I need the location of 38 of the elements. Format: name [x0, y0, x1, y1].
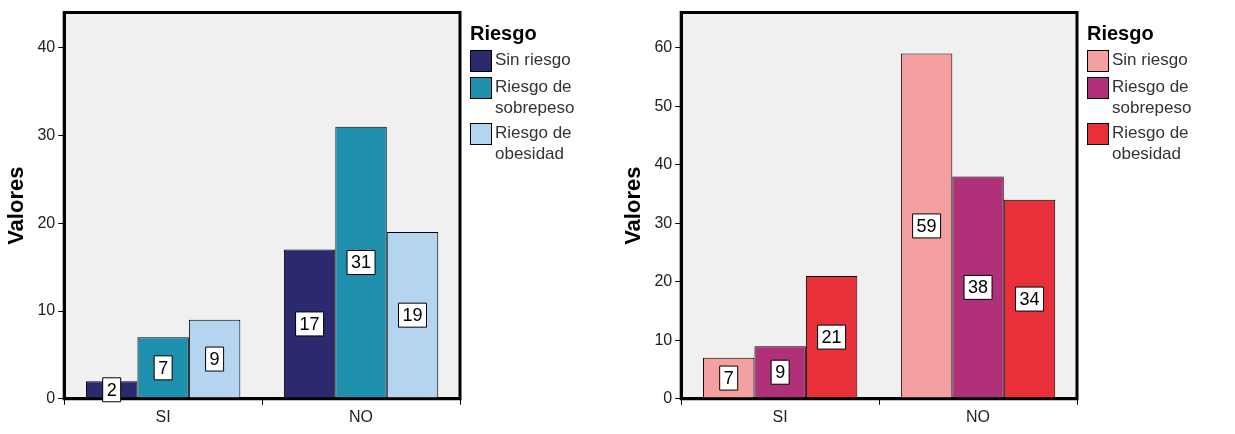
y-tick-label: 20 [37, 213, 56, 231]
legend-label: Riesgo de obesidad [495, 122, 573, 164]
legend-label: Riesgo de sobrepeso [1112, 76, 1193, 118]
data-label: 59 [916, 215, 937, 236]
y-tick-label: 30 [37, 125, 56, 143]
x-tick-label: NO [349, 407, 374, 425]
y-tick-label: 50 [654, 96, 673, 114]
x-tick-label: NO [966, 407, 991, 425]
y-tick-label: 40 [37, 38, 56, 56]
legend-label: Sin riesgo [1112, 49, 1188, 70]
data-label: 2 [106, 379, 117, 400]
y-tick-label: 60 [654, 38, 673, 56]
data-label: 21 [821, 327, 842, 348]
legend-title: Riesgo [1087, 22, 1155, 45]
y-tick-label: 40 [654, 155, 673, 173]
y-axis-title: Valores [3, 166, 29, 245]
data-label: 7 [723, 368, 734, 389]
legend-label: Riesgo de obesidad [1112, 122, 1190, 164]
y-tick-label: 30 [654, 213, 673, 231]
data-label: 9 [209, 349, 220, 370]
data-label: 17 [299, 313, 320, 334]
legend-title: Riesgo [470, 22, 538, 45]
y-axis-title: Valores [620, 166, 646, 245]
data-label: 9 [775, 362, 786, 383]
data-label: 34 [1019, 289, 1040, 310]
legend-label: Riesgo de sobrepeso [495, 76, 576, 118]
y-tick-label: 20 [654, 272, 673, 290]
x-tick-label: SI [772, 407, 788, 425]
y-tick-label: 0 [663, 389, 673, 407]
data-label: 7 [158, 357, 169, 378]
legend-label: Sin riesgo [495, 49, 571, 70]
y-tick-label: 0 [46, 389, 56, 407]
data-label: 19 [402, 305, 423, 326]
data-label: 31 [351, 252, 372, 273]
data-label: 38 [968, 277, 989, 298]
y-tick-label: 10 [654, 330, 673, 348]
x-tick-label: SI [155, 407, 171, 425]
y-tick-label: 10 [37, 301, 56, 319]
